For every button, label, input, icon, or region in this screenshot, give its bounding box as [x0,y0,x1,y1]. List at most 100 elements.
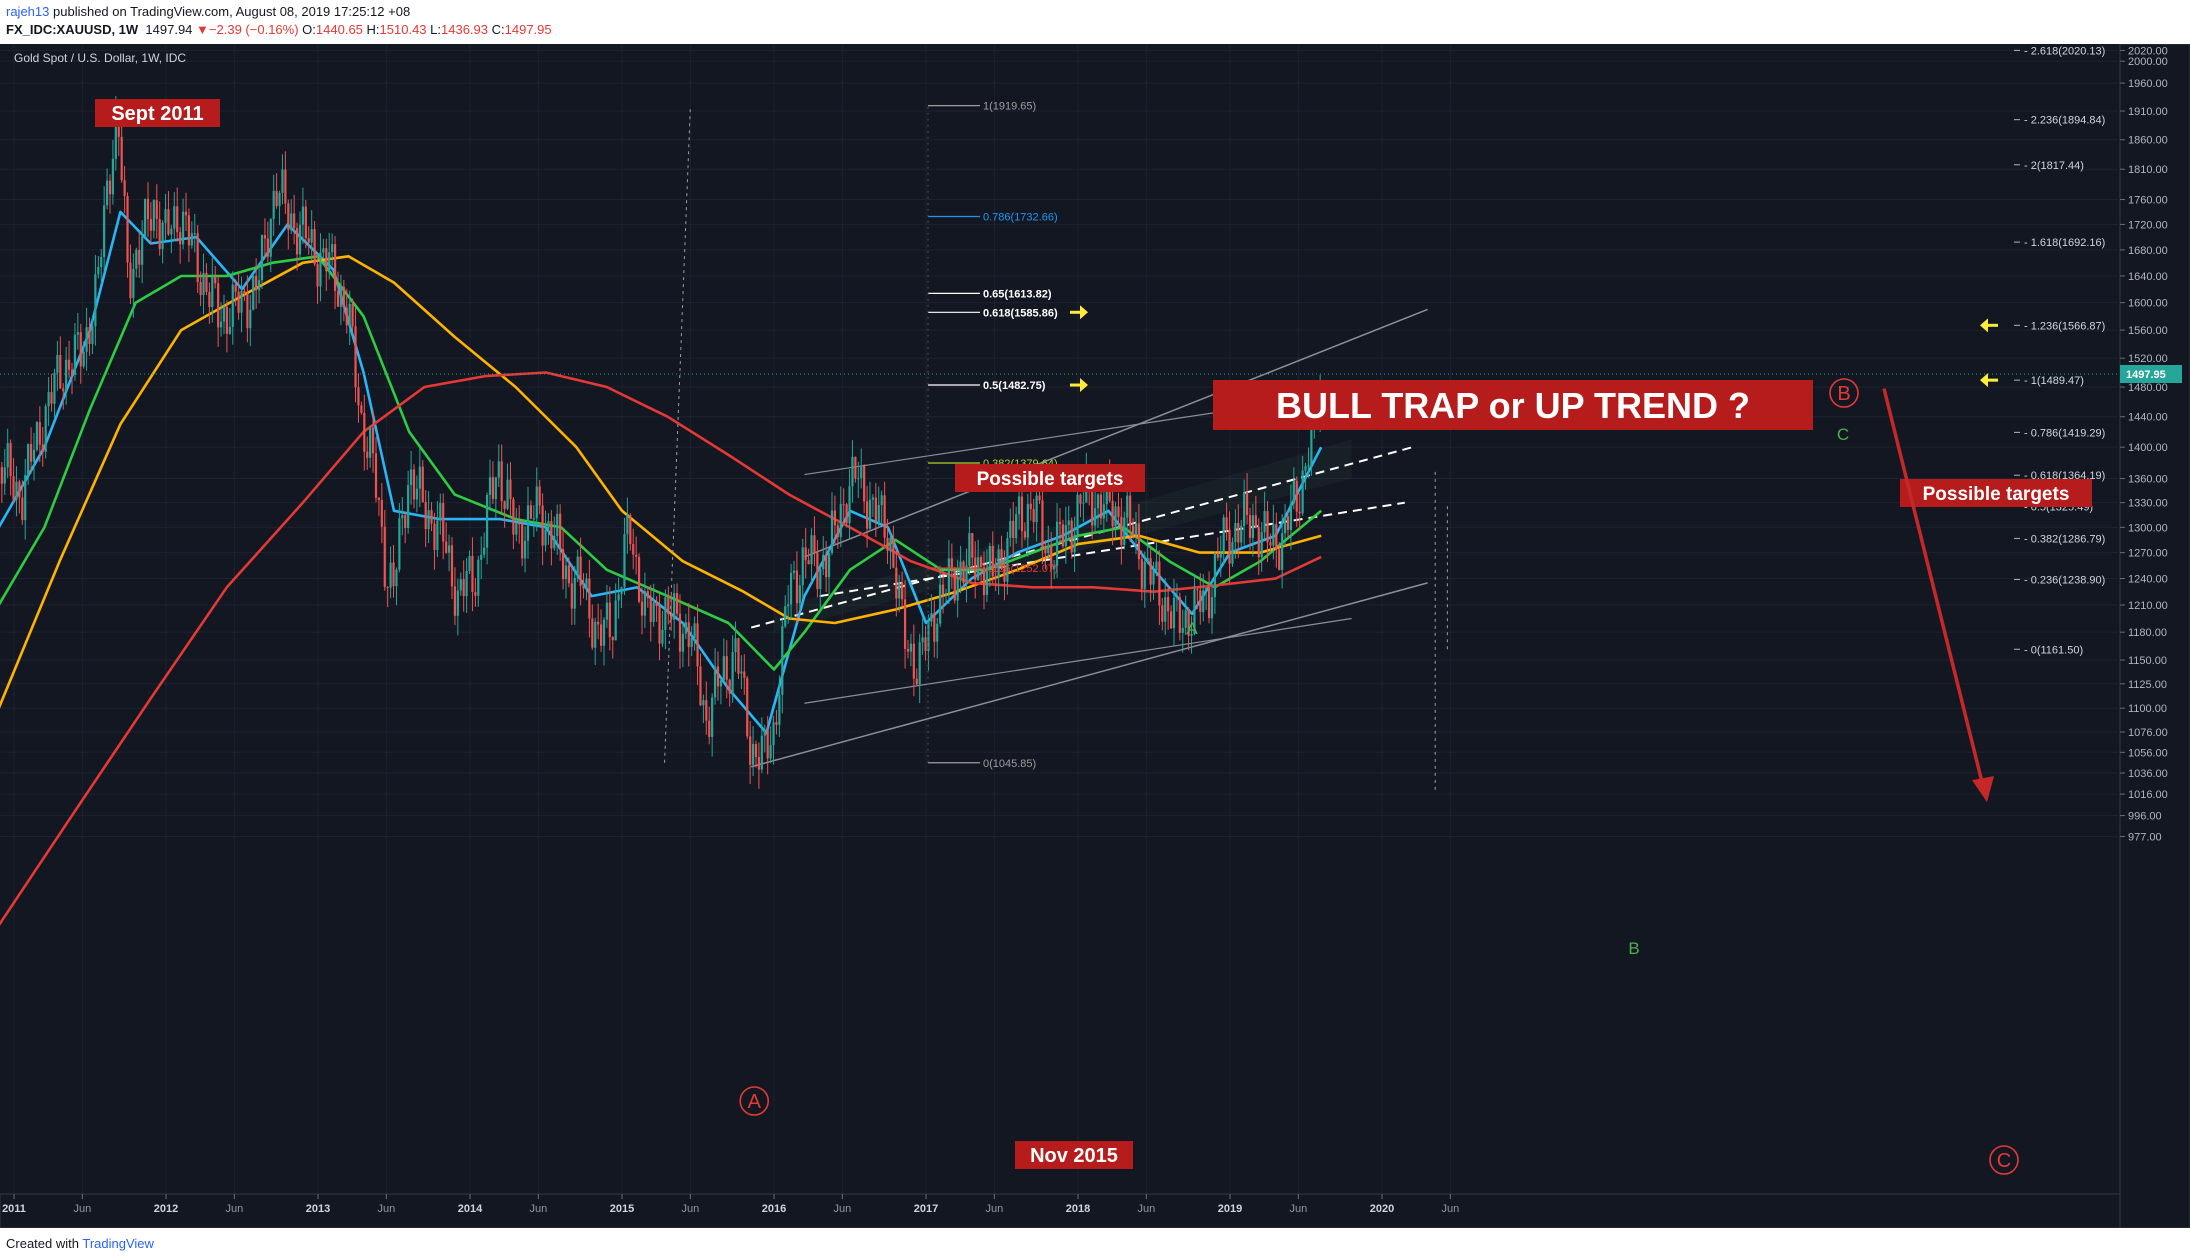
candle-body [187,215,191,246]
candle-body [398,518,401,570]
annotations: Sept 2011 Nov 2015 BULL TRAP or UP TREND ?… [95,99,2092,1175]
candle-body [442,503,445,542]
fib-ext-label: - 2.618(2020.13) [2024,45,2105,57]
candle-body [915,678,918,685]
candle-body [1155,561,1158,571]
candle-body [225,306,229,334]
tradingview-logo[interactable]: TradingView [82,1236,154,1251]
price-tick-label: 1640.00 [2128,271,2168,283]
candle-body [196,233,199,283]
candle-body [842,504,845,506]
candle-body [88,327,91,344]
candle-body [719,680,723,687]
time-tick-label: Jun [378,1203,396,1215]
candle-body [845,504,848,524]
candle-body [784,606,787,627]
price-tick-label: 1330.00 [2128,498,2168,510]
candle-body [599,624,603,646]
time-tick-label: 2015 [610,1203,634,1215]
price-axis[interactable] [2119,44,2190,1228]
current-price-label: 1497.95 [2126,369,2166,381]
headline-label-bg [1213,380,1813,430]
candle-body [1091,487,1094,526]
candle-body [1298,511,1301,514]
candle-body [386,586,389,588]
candle-body [766,729,769,759]
price-tick-label: 2000.00 [2128,56,2168,68]
candle-body [979,557,983,567]
candle-body [1053,565,1056,570]
candle-body [597,621,600,625]
trend-line [819,501,1405,598]
candle-body [1003,569,1006,582]
candle-body [149,219,153,231]
candle-body [1245,492,1249,516]
candle-body [1210,597,1214,619]
candle-body [1213,553,1217,598]
candle-body [319,252,322,287]
candle-body [570,583,573,609]
candle-body [439,503,442,521]
wave-b-circle-ring [1829,378,1859,408]
candle-body [807,560,810,565]
candle-body [1178,597,1181,633]
candle-body [652,602,655,622]
candle-body [401,515,404,519]
candle-body [427,510,430,530]
candle-body [605,602,609,620]
fib-ext-label: - 2(1817.44) [2024,160,2084,172]
candle-body [1079,494,1082,504]
candle-body [161,222,164,249]
candle-body [1064,525,1067,547]
candle-body [690,637,693,647]
candle-body [950,558,953,570]
candle-body [418,466,421,489]
candle-body [801,547,804,586]
candle-body [602,619,606,646]
candle-body [1015,514,1018,539]
candle-body [246,293,249,329]
candle-body [567,565,571,584]
candle-body [763,729,766,736]
candle-body [962,561,965,583]
candle-body [56,355,59,373]
author-link[interactable]: rajeh13 [6,4,50,19]
candle-body [70,369,74,375]
price-tick-label: 1036.00 [2128,768,2168,780]
candle-body [974,557,977,580]
candle-body [1137,523,1141,560]
price-tick-label: 1360.00 [2128,474,2168,486]
price-chart[interactable]: 1(1919.65) 0.786(1732.66) 0.65(1613.82) 0.6… [0,44,2190,1228]
candle-body [626,515,629,535]
price-tick-label: 1400.00 [2128,442,2168,454]
candle-body [164,209,167,223]
time-tick-label: 2013 [306,1203,330,1215]
candle-body [880,495,883,505]
candle-body [523,540,527,559]
candle-body [1310,419,1313,466]
candle-body [898,582,901,599]
wave-c-label: C [1837,425,1849,444]
candle-body [760,735,763,770]
candle-body [1012,520,1015,539]
candle-body [635,554,638,557]
candle-body [310,229,313,243]
candle-body [944,592,948,595]
candle-body [939,584,942,624]
candle-body [538,486,541,506]
candle-body [409,469,413,486]
possible-targets-right-bg [1900,479,2092,507]
candle-body [38,422,41,445]
candle-body [497,461,500,478]
candle-body [772,722,775,746]
time-axis[interactable] [0,1193,2121,1228]
nov-2015-label: Nov 2015 [1030,1145,1118,1167]
fib-ext-label: - 1.236(1566.87) [2024,320,2105,332]
price-tick-label: 1240.00 [2128,574,2168,586]
candle-body [1134,523,1138,535]
candle-body [687,622,690,647]
candle-body [792,570,796,573]
candle-body [827,552,831,578]
candle-body [114,109,117,159]
candle-body [354,326,357,388]
